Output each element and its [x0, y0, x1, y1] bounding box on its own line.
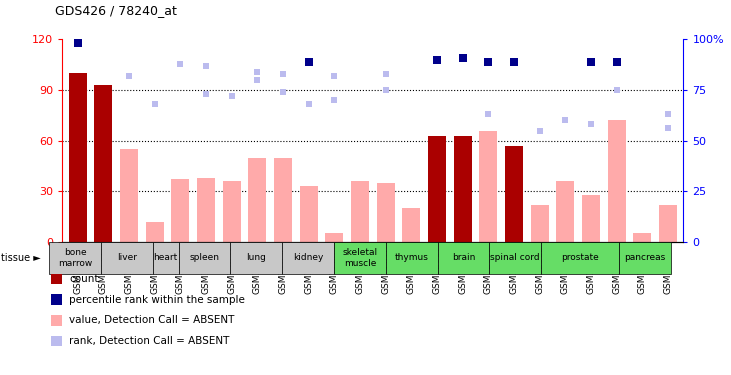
Bar [325, 233, 344, 242]
Bar [94, 85, 112, 242]
Text: GDS426 / 78240_at: GDS426 / 78240_at [55, 4, 177, 17]
Text: spinal cord: spinal cord [491, 254, 540, 262]
Text: percentile rank within the sample: percentile rank within the sample [69, 295, 246, 304]
Text: pancreas: pancreas [624, 254, 665, 262]
Text: spleen: spleen [189, 254, 219, 262]
Text: rank, Detection Call = ABSENT: rank, Detection Call = ABSENT [69, 336, 230, 346]
Text: bone
marrow: bone marrow [58, 248, 92, 267]
Text: value, Detection Call = ABSENT: value, Detection Call = ABSENT [69, 315, 235, 325]
Bar [120, 149, 138, 242]
Bar [556, 181, 575, 242]
Bar [454, 136, 471, 242]
Bar [505, 146, 523, 242]
Text: thymus: thymus [395, 254, 428, 262]
Bar [531, 205, 549, 242]
Text: lung: lung [246, 254, 266, 262]
Bar [223, 181, 240, 242]
Text: liver: liver [117, 254, 137, 262]
Bar [69, 73, 86, 242]
Bar [300, 186, 317, 242]
Bar [428, 136, 446, 242]
Bar [171, 180, 189, 242]
Text: kidney: kidney [293, 254, 323, 262]
Text: heart: heart [154, 254, 178, 262]
Bar [634, 233, 651, 242]
Text: prostate: prostate [561, 254, 599, 262]
Bar [659, 205, 677, 242]
Bar [582, 195, 600, 242]
Bar [402, 208, 420, 242]
Text: tissue ►: tissue ► [1, 253, 40, 263]
Bar [480, 130, 497, 242]
Bar [351, 181, 369, 242]
Text: count: count [69, 274, 99, 284]
Bar [249, 158, 266, 242]
Text: brain: brain [452, 254, 475, 262]
Bar [607, 120, 626, 242]
Bar [197, 178, 215, 242]
Text: skeletal
muscle: skeletal muscle [342, 248, 377, 267]
Bar [376, 183, 395, 242]
Bar [145, 222, 164, 242]
Bar [274, 158, 292, 242]
